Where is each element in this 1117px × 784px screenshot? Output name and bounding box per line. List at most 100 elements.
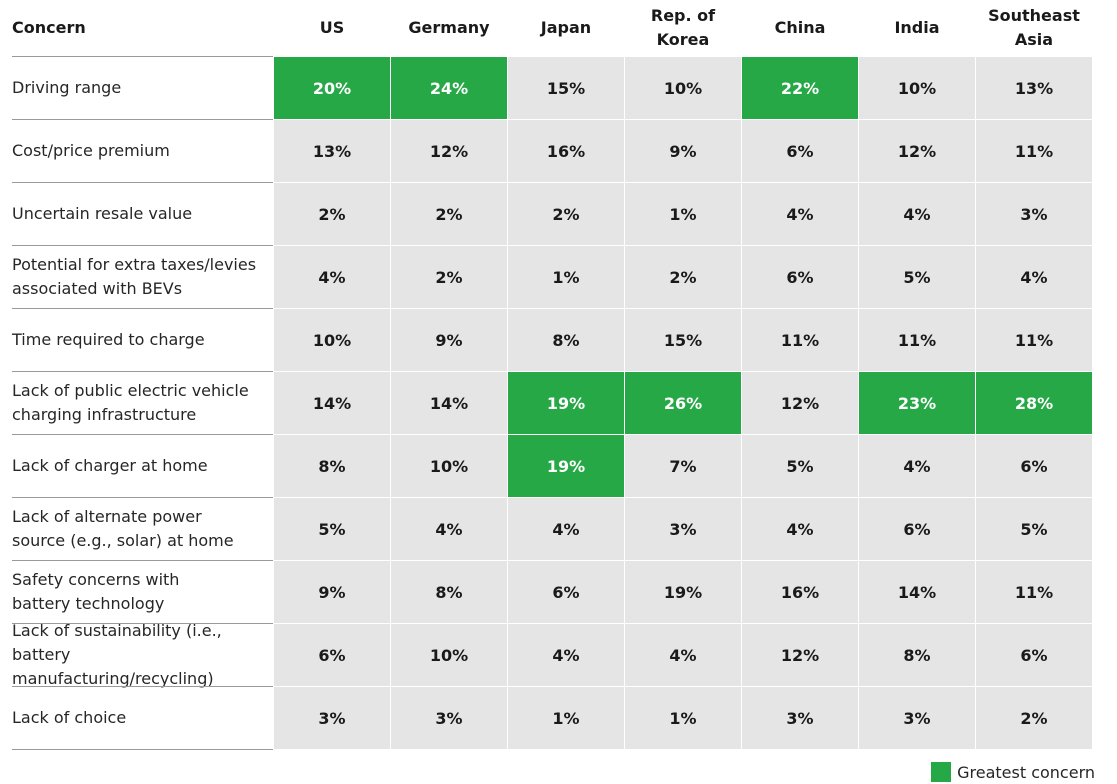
row-label: Potential for extra taxes/levies associa… (12, 246, 270, 308)
value-cell: 10% (391, 624, 507, 686)
value-cell: 6% (508, 561, 624, 623)
row-label: Time required to charge (12, 309, 270, 371)
row-divider (12, 371, 273, 372)
value-cell: 4% (742, 498, 858, 560)
value-cell: 2% (976, 687, 1092, 749)
value-cell: 14% (274, 372, 390, 434)
legend: Greatest concern (931, 762, 1095, 782)
value-cell: 1% (625, 183, 741, 245)
value-cell: 11% (976, 561, 1092, 623)
row-label-text: Lack of charger at home (12, 456, 208, 475)
value-cell: 3% (859, 687, 975, 749)
value-cell: 1% (508, 687, 624, 749)
row-label: Driving range (12, 57, 270, 119)
value-cell-highlighted: 26% (625, 372, 741, 434)
row-label-text: Driving range (12, 78, 122, 97)
column-header: Germany (408, 18, 490, 37)
row-label: Safety concerns with battery technology (12, 561, 270, 623)
row-label: Cost/price premium (12, 120, 270, 182)
legend-swatch (931, 762, 952, 782)
value-cell: 4% (508, 498, 624, 560)
value-cell: 5% (274, 498, 390, 560)
value-cell-highlighted: 19% (508, 372, 624, 434)
value-cell: 10% (625, 57, 741, 119)
value-cell: 6% (976, 624, 1092, 686)
value-cell: 3% (625, 498, 741, 560)
row-divider (12, 749, 273, 750)
value-cell: 15% (625, 309, 741, 371)
value-cell: 11% (742, 309, 858, 371)
value-cell: 19% (625, 561, 741, 623)
row-label-text: Lack of alternate power source (e.g., so… (12, 507, 234, 550)
value-cell: 14% (859, 561, 975, 623)
row-label: Lack of public electric vehicle charging… (12, 372, 270, 434)
value-cell: 12% (742, 372, 858, 434)
value-cell: 6% (859, 498, 975, 560)
value-cell: 5% (742, 435, 858, 497)
value-cell: 2% (508, 183, 624, 245)
value-cell: 3% (391, 687, 507, 749)
value-cell: 4% (508, 624, 624, 686)
value-cell: 8% (859, 624, 975, 686)
value-cell: 8% (508, 309, 624, 371)
value-cell: 6% (976, 435, 1092, 497)
value-cell: 4% (625, 624, 741, 686)
value-cell: 6% (742, 120, 858, 182)
value-cell: 12% (391, 120, 507, 182)
column-header: China (774, 18, 826, 37)
row-divider (12, 497, 273, 498)
value-cell: 16% (508, 120, 624, 182)
row-label-text: Lack of sustainability (i.e., battery ma… (12, 621, 222, 688)
value-cell: 14% (391, 372, 507, 434)
value-cell: 7% (625, 435, 741, 497)
value-cell: 4% (859, 183, 975, 245)
value-cell-highlighted: 28% (976, 372, 1092, 434)
row-divider (12, 434, 273, 435)
value-cell: 10% (391, 435, 507, 497)
value-cell: 6% (274, 624, 390, 686)
column-header: Rep. of Korea (650, 6, 716, 49)
legend-label: Greatest concern (957, 762, 1095, 782)
row-divider (12, 245, 273, 246)
value-cell: 9% (274, 561, 390, 623)
row-divider (12, 56, 273, 57)
value-cell: 2% (274, 183, 390, 245)
value-cell: 16% (742, 561, 858, 623)
row-label-text: Lack of choice (12, 708, 127, 727)
value-cell: 6% (742, 246, 858, 308)
value-cell-highlighted: 19% (508, 435, 624, 497)
value-cell: 13% (976, 57, 1092, 119)
row-label: Lack of choice (12, 687, 270, 749)
value-cell: 1% (625, 687, 741, 749)
row-label-text: Cost/price premium (12, 141, 170, 160)
value-cell: 5% (859, 246, 975, 308)
value-cell: 9% (391, 309, 507, 371)
column-header: US (319, 18, 345, 37)
row-label-text: Potential for extra taxes/levies associa… (12, 255, 257, 298)
value-cell: 10% (859, 57, 975, 119)
value-cell-highlighted: 22% (742, 57, 858, 119)
value-cell: 3% (976, 183, 1092, 245)
value-cell: 13% (274, 120, 390, 182)
row-label-text: Lack of public electric vehicle charging… (12, 381, 249, 424)
concern-column-header: Concern (12, 18, 86, 37)
column-header: India (894, 18, 940, 37)
value-cell: 9% (625, 120, 741, 182)
value-cell: 2% (625, 246, 741, 308)
value-cell: 4% (391, 498, 507, 560)
row-divider (12, 623, 273, 624)
value-cell: 15% (508, 57, 624, 119)
value-cell: 2% (391, 246, 507, 308)
row-label-text: Time required to charge (12, 330, 205, 349)
value-cell-highlighted: 23% (859, 372, 975, 434)
value-cell: 8% (274, 435, 390, 497)
row-divider (12, 560, 273, 561)
row-divider (12, 686, 273, 687)
value-cell: 12% (742, 624, 858, 686)
row-divider (12, 308, 273, 309)
value-cell: 4% (742, 183, 858, 245)
row-label-text: Uncertain resale value (12, 204, 193, 223)
value-cell-highlighted: 20% (274, 57, 390, 119)
value-cell: 10% (274, 309, 390, 371)
